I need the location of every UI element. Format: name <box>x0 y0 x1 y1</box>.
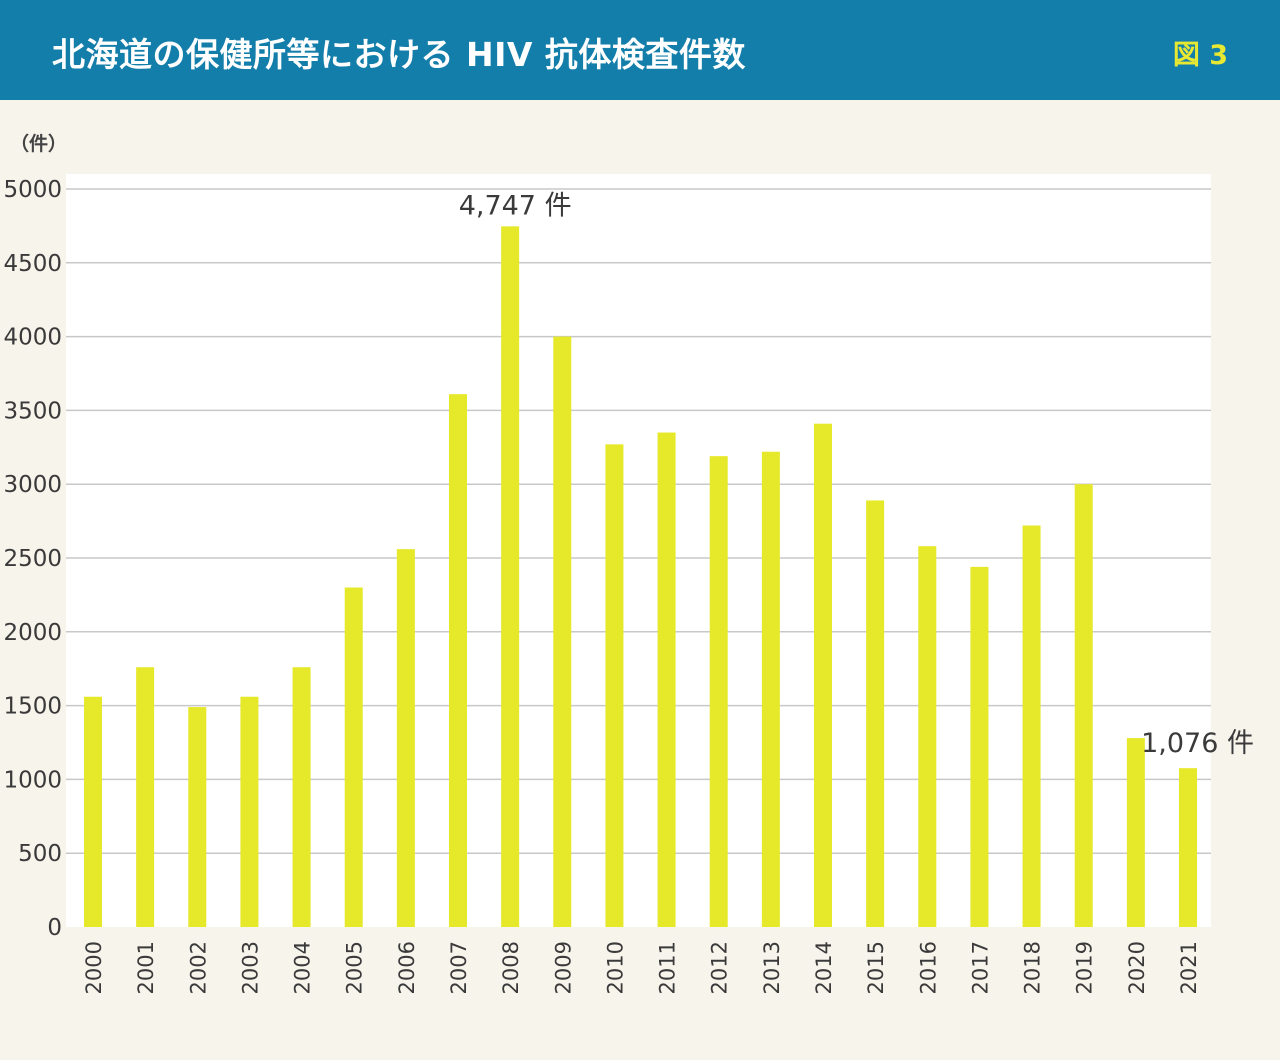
x-tick-label-2002: 2002 <box>186 941 210 994</box>
x-tick-label-2005: 2005 <box>343 941 367 994</box>
y-tick-label-1000: 1000 <box>3 767 62 793</box>
bar-2017 <box>970 566 989 927</box>
annotation-2021: 1,076 件 <box>1141 728 1254 759</box>
x-tick-label-2015: 2015 <box>864 941 888 994</box>
x-tick-label-2019: 2019 <box>1073 941 1097 994</box>
bar-2019 <box>1074 484 1093 927</box>
bar-2020 <box>1126 738 1145 927</box>
y-tick-label-2000: 2000 <box>3 620 62 646</box>
x-tick-label-2017: 2017 <box>968 941 992 994</box>
bar-2001 <box>136 667 155 927</box>
bar-2014 <box>814 423 832 927</box>
bar-2012 <box>709 456 728 927</box>
x-tick-label-2011: 2011 <box>656 941 680 994</box>
bar-2008 <box>501 226 520 928</box>
x-tick-label-2012: 2012 <box>708 941 732 994</box>
bar-2011 <box>657 432 676 927</box>
figure-label: 図 3 <box>1172 40 1228 71</box>
y-tick-label-4000: 4000 <box>3 325 62 351</box>
bar-2003 <box>240 696 259 927</box>
x-tick-label-2016: 2016 <box>916 941 940 994</box>
x-tick-label-2006: 2006 <box>395 941 419 994</box>
x-tick-label-2007: 2007 <box>447 941 471 994</box>
x-tick-label-2004: 2004 <box>291 941 315 994</box>
x-tick-label-2009: 2009 <box>551 941 575 994</box>
bar-2004 <box>292 667 311 927</box>
x-tick-label-2018: 2018 <box>1021 941 1045 994</box>
bar-2016 <box>918 546 937 927</box>
y-tick-label-4500: 4500 <box>3 251 62 277</box>
y-tick-label-1500: 1500 <box>3 694 62 720</box>
x-tick-label-2013: 2013 <box>760 941 784 994</box>
bar-2006 <box>396 549 415 927</box>
annotation-2008: 4,747 件 <box>459 190 572 221</box>
y-tick-label-2500: 2500 <box>3 546 62 572</box>
bar-2021 <box>1179 768 1197 927</box>
bar-2000 <box>84 696 102 927</box>
bar-2007 <box>449 394 467 927</box>
x-tick-label-2001: 2001 <box>134 941 158 994</box>
y-tick-label-500: 500 <box>18 841 62 867</box>
x-tick-label-2021: 2021 <box>1177 941 1201 994</box>
bar-2002 <box>188 707 207 927</box>
bar-2018 <box>1022 525 1041 927</box>
x-tick-label-2003: 2003 <box>238 941 262 994</box>
y-tick-label-3000: 3000 <box>3 472 62 498</box>
x-tick-label-2000: 2000 <box>82 941 106 994</box>
bar-2015 <box>866 500 885 927</box>
x-tick-label-2008: 2008 <box>499 941 523 994</box>
x-tick-label-2020: 2020 <box>1125 941 1149 994</box>
y-axis-unit-label: （件） <box>10 133 68 155</box>
chart-title: 北海道の保健所等における HIV 抗体検査件数 <box>52 35 746 74</box>
header-bar: 北海道の保健所等における HIV 抗体検査件数 図 3 <box>0 0 1280 100</box>
y-tick-label-0: 0 <box>47 915 62 941</box>
bar-2013 <box>761 451 780 927</box>
bar-2010 <box>605 444 624 927</box>
bar-2005 <box>344 587 363 927</box>
x-tick-label-2010: 2010 <box>603 941 627 994</box>
bar-2009 <box>553 336 572 928</box>
y-tick-label-3500: 3500 <box>3 398 62 424</box>
y-tick-label-5000: 5000 <box>3 177 62 203</box>
x-tick-label-2014: 2014 <box>812 941 836 994</box>
